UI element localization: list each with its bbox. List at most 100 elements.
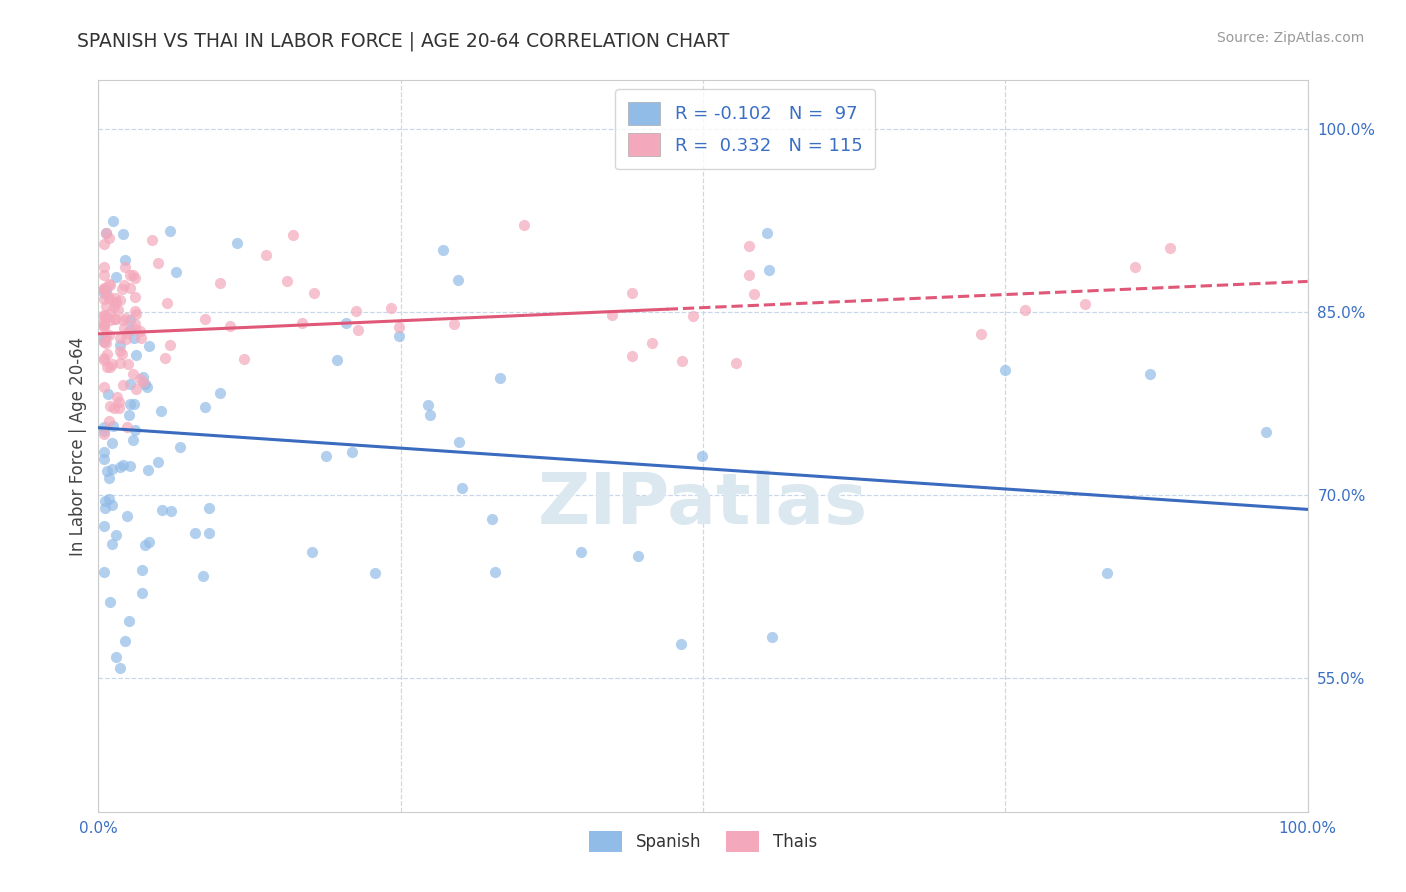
Point: [104, 312, 127, 326]
Point: [131, 586, 153, 600]
Point: [335, 316, 357, 330]
Point: [118, 323, 141, 337]
Point: [98, 278, 121, 293]
Point: [104, 291, 127, 305]
Point: [112, 377, 135, 392]
Point: [107, 303, 129, 318]
Point: [94, 299, 117, 313]
Point: [93, 518, 115, 533]
Point: [118, 313, 141, 327]
Point: [129, 325, 152, 339]
Point: [117, 357, 139, 371]
Point: [104, 527, 127, 541]
Point: [93, 351, 115, 365]
Point: [93, 330, 115, 344]
Point: [1159, 241, 1181, 255]
Point: [93, 268, 115, 283]
Point: [98, 313, 121, 327]
Point: [110, 293, 132, 307]
Point: [184, 526, 207, 541]
Point: [93, 283, 115, 297]
Point: [135, 379, 157, 393]
Point: [132, 369, 155, 384]
Point: [98, 277, 121, 291]
Point: [118, 280, 141, 294]
Point: [96, 310, 118, 324]
Point: [96, 464, 118, 478]
Point: [107, 395, 129, 409]
Point: [124, 331, 146, 345]
Point: [600, 309, 623, 323]
Point: [315, 449, 337, 463]
Point: [98, 291, 121, 305]
Point: [121, 268, 143, 282]
Point: [93, 282, 115, 296]
Point: [226, 236, 249, 251]
Text: ZIPatlas: ZIPatlas: [538, 470, 868, 539]
Point: [690, 450, 713, 464]
Text: Source: ZipAtlas.com: Source: ZipAtlas.com: [1216, 31, 1364, 45]
Point: [107, 401, 129, 416]
Point: [96, 330, 118, 344]
Point: [738, 268, 761, 282]
Point: [93, 237, 115, 252]
Point: [1123, 260, 1146, 275]
Point: [124, 307, 146, 321]
Point: [1139, 367, 1161, 381]
Point: [115, 420, 138, 434]
Legend: Spanish, Thais: Spanish, Thais: [582, 824, 824, 858]
Point: [94, 493, 117, 508]
Point: [387, 319, 409, 334]
Point: [124, 303, 146, 318]
Point: [93, 566, 115, 580]
Point: [488, 371, 510, 385]
Point: [93, 260, 115, 274]
Point: [104, 295, 127, 310]
Point: [111, 347, 134, 361]
Point: [93, 310, 115, 324]
Point: [128, 371, 150, 385]
Point: [118, 408, 141, 422]
Point: [149, 404, 172, 418]
Point: [626, 549, 648, 563]
Point: [484, 565, 506, 579]
Point: [118, 397, 141, 411]
Point: [101, 357, 124, 371]
Point: [115, 310, 138, 325]
Point: [141, 233, 163, 247]
Point: [93, 281, 115, 295]
Point: [122, 433, 145, 447]
Point: [112, 321, 135, 335]
Point: [94, 226, 117, 240]
Point: [111, 227, 134, 241]
Point: [98, 306, 121, 320]
Point: [93, 313, 115, 327]
Point: [93, 427, 115, 442]
Y-axis label: In Labor Force | Age 20-64: In Labor Force | Age 20-64: [69, 336, 87, 556]
Point: [118, 614, 141, 628]
Point: [103, 300, 125, 314]
Point: [742, 286, 765, 301]
Point: [155, 351, 177, 366]
Point: [124, 290, 146, 304]
Point: [197, 526, 219, 541]
Point: [641, 336, 664, 351]
Point: [344, 303, 367, 318]
Point: [115, 332, 138, 346]
Point: [101, 436, 124, 450]
Point: [194, 312, 217, 326]
Point: [125, 348, 148, 362]
Point: [93, 451, 115, 466]
Point: [449, 435, 471, 450]
Point: [124, 271, 146, 285]
Point: [160, 504, 183, 518]
Point: [117, 326, 139, 340]
Point: [97, 327, 120, 342]
Point: [138, 338, 160, 352]
Point: [98, 399, 121, 413]
Point: [432, 244, 454, 258]
Point: [105, 650, 128, 665]
Point: [114, 252, 136, 267]
Point: [96, 284, 118, 298]
Point: [159, 337, 181, 351]
